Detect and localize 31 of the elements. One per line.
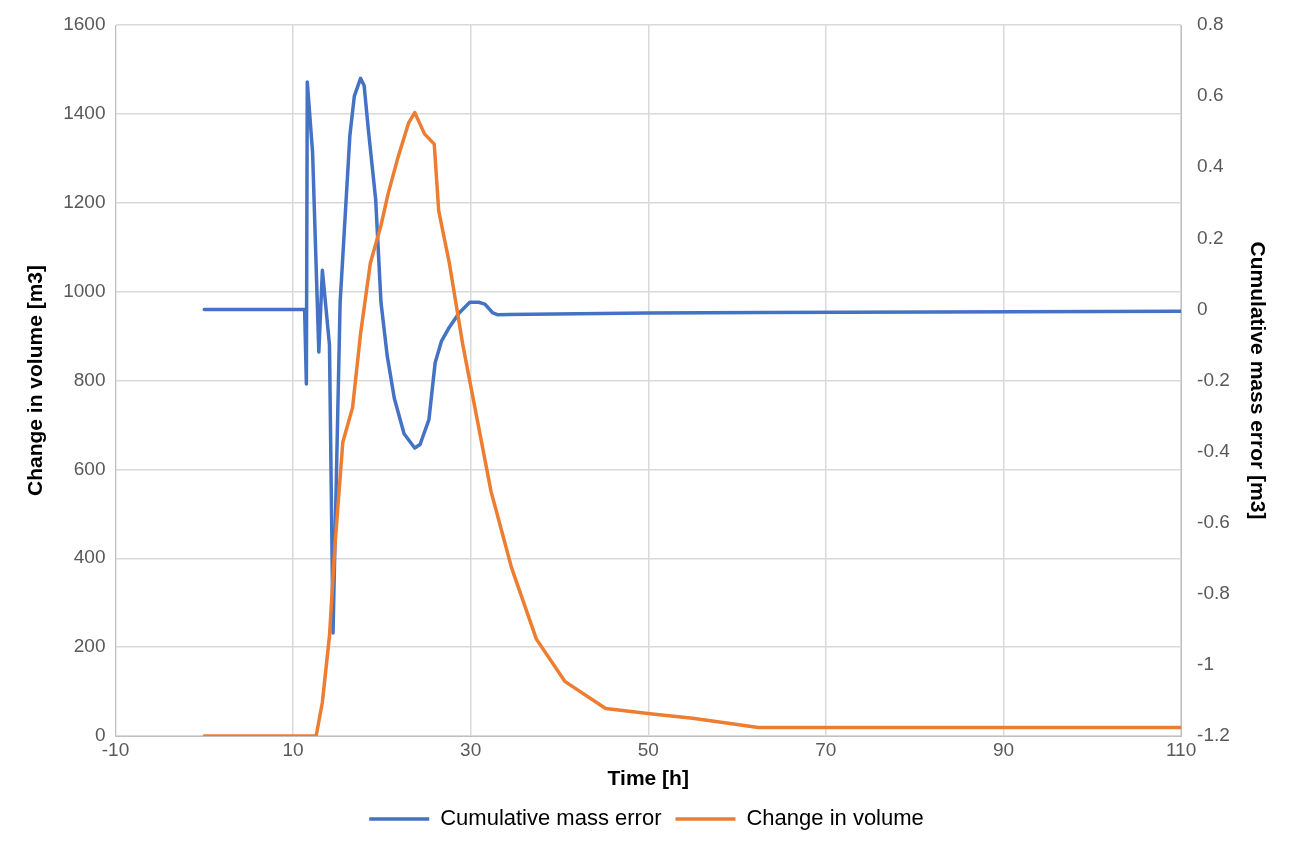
y-tick-label: 1400 — [63, 102, 106, 124]
y-tick-label: 600 — [73, 457, 106, 479]
x-tick-label: 70 — [815, 738, 837, 760]
y2-tick-label: -1.2 — [1197, 724, 1230, 746]
y2-tick-label: 0.8 — [1197, 13, 1224, 35]
y-axis-title: Change in volume [m3] — [23, 264, 47, 497]
x-tick-label: 30 — [460, 738, 482, 760]
y-tick-label: 800 — [73, 368, 106, 390]
y-tick-label: 400 — [73, 546, 106, 568]
y2-tick-label: 0.2 — [1197, 226, 1224, 248]
y2-tick-label: -1 — [1197, 653, 1214, 675]
y2-tick-label: 0.4 — [1197, 155, 1224, 177]
x-tick-label: 50 — [637, 738, 659, 760]
y2-tick-label: -0.8 — [1197, 582, 1230, 604]
y-tick-label: 1000 — [63, 279, 106, 301]
x-tick-label: 90 — [992, 738, 1015, 760]
y2-tick-label: 0 — [1197, 297, 1208, 319]
legend-label: Change in volume — [746, 805, 924, 831]
x-tick-label: 10 — [282, 738, 304, 760]
x-axis-title: Time [h] — [607, 766, 689, 790]
y2-tick-label: 0.6 — [1197, 84, 1224, 106]
y-tick-label: 1200 — [63, 190, 106, 212]
y2-axis-title: Cumulative mass error [m3] — [1246, 241, 1270, 520]
y2-tick-label: -0.4 — [1197, 439, 1231, 461]
legend-label: Cumulative mass error — [440, 805, 662, 831]
y2-tick-label: -0.6 — [1197, 510, 1230, 532]
y-tick-label: 1600 — [63, 13, 106, 35]
x-tick-label: 110 — [1165, 738, 1197, 760]
y-tick-label: 200 — [73, 635, 106, 657]
y2-tick-label: -0.2 — [1197, 368, 1230, 390]
y-tick-label: 0 — [94, 724, 106, 746]
